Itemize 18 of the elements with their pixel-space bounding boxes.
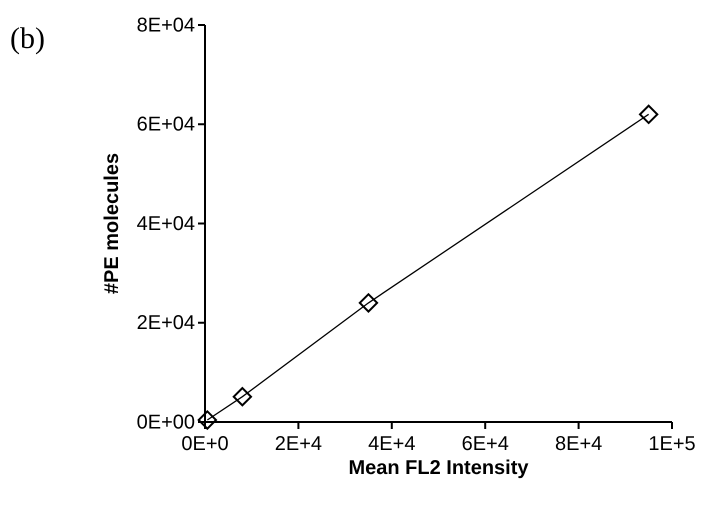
y-tick-label: 8E+04 xyxy=(136,14,195,36)
point xyxy=(198,410,217,430)
x-tick-label: 1E+5 xyxy=(648,433,696,455)
chart-title: (b) xyxy=(10,22,45,55)
x-axis-title: Mean FL2 Intensity xyxy=(348,457,530,479)
y-axis-title: #PE molecules xyxy=(101,152,123,294)
x-tick-label: 8E+4 xyxy=(554,433,602,455)
y-tick-label: 0E+00 xyxy=(136,411,195,434)
y-tick-label: 6E+04 xyxy=(136,114,195,136)
point xyxy=(358,293,378,313)
y-tick-label: 2E+04 xyxy=(136,312,195,334)
y-tick-label: 4E+04 xyxy=(136,212,195,235)
x-tick-label: 4E+4 xyxy=(368,433,416,455)
point xyxy=(232,387,252,406)
x-tick-label: 6E+4 xyxy=(462,433,509,455)
x-tick-label: 0E+0 xyxy=(181,433,229,455)
point xyxy=(638,104,658,124)
x-tick-label: 2E+4 xyxy=(274,433,322,455)
